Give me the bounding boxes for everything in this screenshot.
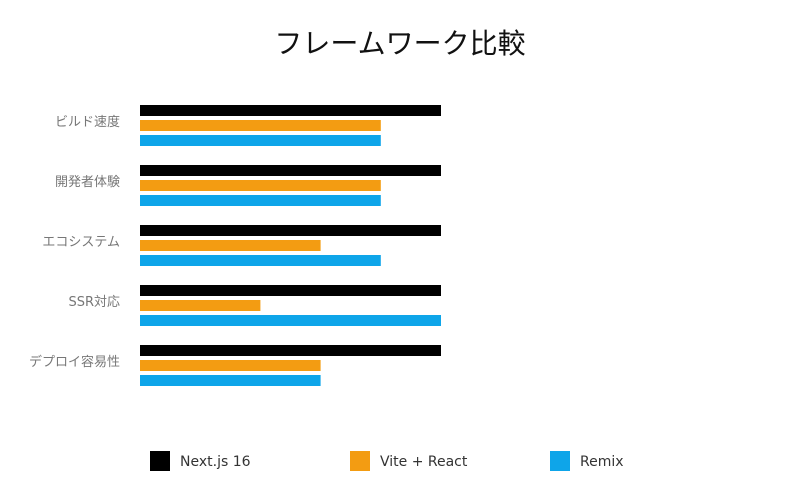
bar-vite-react [140,120,381,131]
bar-remix [140,375,321,386]
legend-swatch [350,451,370,471]
category-label: エコシステム [42,235,120,250]
legend-label: Next.js 16 [180,454,251,470]
bar-vite-react [140,360,321,371]
bar-next-js-16 [140,105,441,116]
legend-label: Vite + React [380,454,468,470]
bar-vite-react [140,240,321,251]
bar-vite-react [140,300,261,311]
category-label: デプロイ容易性 [29,354,120,370]
legend-swatch [550,451,570,471]
category-label: 開発者体験 [55,175,120,190]
category-label: ビルド速度 [55,114,120,130]
category-label: SSR対応 [68,295,120,310]
bar-remix [140,255,381,266]
bar-next-js-16 [140,345,441,356]
legend-swatch [150,451,170,471]
bar-vite-react [140,180,381,191]
bar-remix [140,135,381,146]
bar-remix [140,315,441,326]
bar-next-js-16 [140,225,441,236]
chart-title: フレームワーク比較 [274,27,526,60]
bar-remix [140,195,381,206]
bar-next-js-16 [140,285,441,296]
bar-next-js-16 [140,165,441,176]
legend-label: Remix [580,454,624,470]
